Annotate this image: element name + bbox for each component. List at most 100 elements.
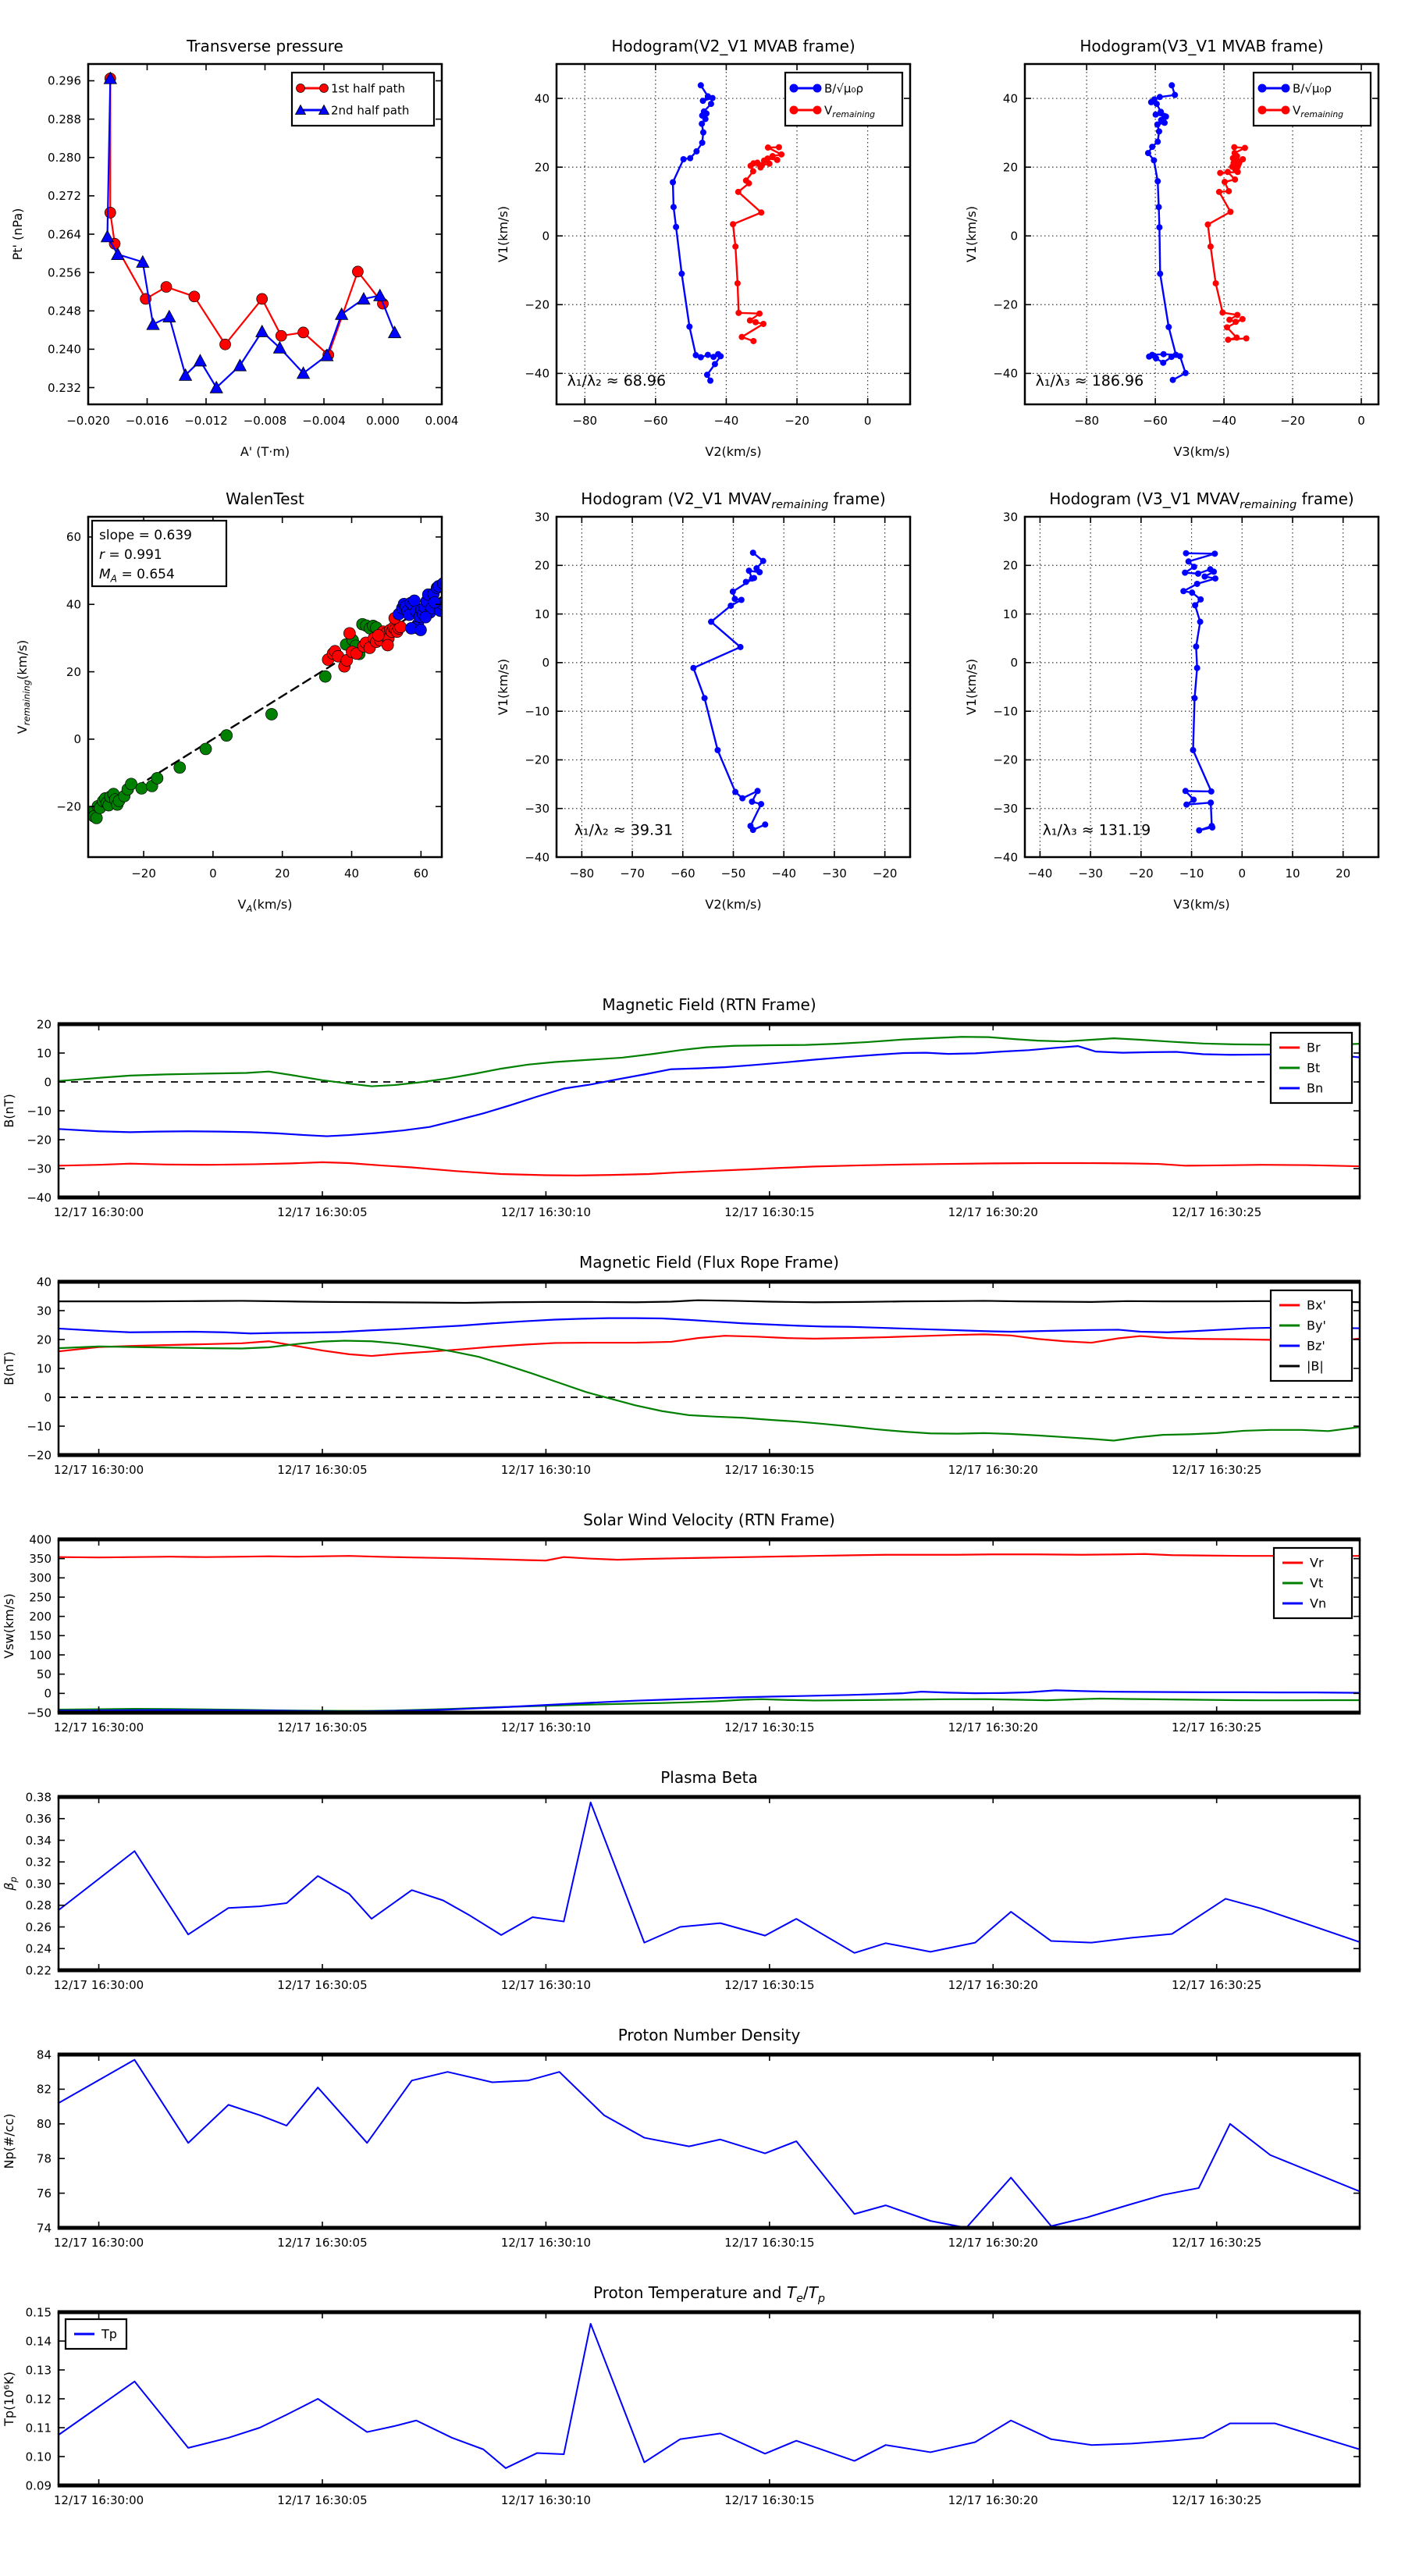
svg-text:−50: −50 bbox=[27, 1706, 52, 1720]
svg-text:12/17 16:30:05: 12/17 16:30:05 bbox=[277, 1720, 367, 1735]
svg-text:0.28: 0.28 bbox=[26, 1898, 52, 1912]
svg-text:12/17 16:30:00: 12/17 16:30:00 bbox=[54, 1720, 144, 1735]
svg-text:0.11: 0.11 bbox=[26, 2421, 52, 2435]
proton-temperature-title: Proton Temperature and Te/Tp bbox=[593, 2283, 825, 2305]
svg-text:12/17 16:30:05: 12/17 16:30:05 bbox=[277, 2493, 367, 2507]
transverse-pressure-ylabel: Pt' (nPa) bbox=[10, 208, 25, 261]
svg-text:0.32: 0.32 bbox=[26, 1856, 52, 1870]
svg-text:20: 20 bbox=[535, 559, 550, 573]
svg-text:−20: −20 bbox=[873, 866, 898, 881]
svg-text:0.280: 0.280 bbox=[48, 151, 81, 165]
hodogram-v2v1-mvav-title: Hodogram (V2_V1 MVAVremaining frame) bbox=[581, 489, 885, 511]
svg-text:12/17 16:30:05: 12/17 16:30:05 bbox=[277, 1205, 367, 1219]
svg-text:0.240: 0.240 bbox=[48, 343, 81, 357]
series-Tp bbox=[59, 2322, 1360, 2469]
svg-text:10: 10 bbox=[37, 1046, 52, 1060]
hodogram-v2v1-mvav-chart: −80 −70 −60 −50 −40 −30 −20 −40 −30 −20 −10 0 10 20 30… bbox=[496, 489, 912, 912]
magnetic-field-flux-rope-legend: Bx' By' Bz' |B| bbox=[1269, 1289, 1353, 1382]
axes-frame bbox=[87, 515, 443, 859]
hodogram-v3v1-mvab-ylabel: V1(km/s) bbox=[964, 206, 979, 262]
axes-frame bbox=[1023, 62, 1380, 406]
hodogram-v3v1-mvav-chart: −40 −30 −20 −10 0 10 20 −40 −30 −20 −10 0 10 20 30 Hodo… bbox=[964, 489, 1380, 912]
svg-text:30: 30 bbox=[1003, 510, 1018, 524]
svg-text:12/17 16:30:25: 12/17 16:30:25 bbox=[1172, 1463, 1261, 1477]
svg-text:12/17 16:30:25: 12/17 16:30:25 bbox=[1172, 2493, 1261, 2507]
series-Bn bbox=[59, 1045, 1360, 1137]
svg-text:300: 300 bbox=[29, 1571, 52, 1585]
svg-text:−20: −20 bbox=[993, 753, 1018, 767]
svg-text:12/17 16:30:25: 12/17 16:30:25 bbox=[1172, 1205, 1261, 1219]
svg-text:12/17 16:30:00: 12/17 16:30:00 bbox=[54, 1978, 144, 1992]
svg-text:Bx': Bx' bbox=[1307, 1298, 1326, 1313]
svg-text:12/17 16:30:00: 12/17 16:30:00 bbox=[54, 1463, 144, 1477]
magnetic-field-flux-rope-title: Magnetic Field (Flux Rope Frame) bbox=[579, 1253, 839, 1272]
svg-text:−80: −80 bbox=[570, 866, 595, 881]
svg-text:20: 20 bbox=[37, 1332, 52, 1347]
walen-test-title: WalenTest bbox=[226, 489, 304, 508]
series-V-hodogram bbox=[1180, 550, 1218, 834]
svg-text:0: 0 bbox=[1357, 414, 1365, 428]
svg-text:Bz': Bz' bbox=[1307, 1339, 1325, 1354]
hodogram-v3v1-mvav-annotation: λ₁/λ₃ ≈ 131.19 bbox=[1043, 822, 1151, 839]
svg-text:84: 84 bbox=[37, 2048, 52, 2062]
svg-text:0.004: 0.004 bbox=[425, 414, 459, 428]
svg-text:−30: −30 bbox=[525, 802, 550, 816]
svg-text:0.272: 0.272 bbox=[48, 189, 81, 203]
grid bbox=[557, 516, 910, 858]
svg-text:−80: −80 bbox=[1074, 414, 1099, 428]
svg-text:12/17 16:30:10: 12/17 16:30:10 bbox=[501, 1720, 591, 1735]
tick-labels: −80 −60 −40 −20 0 −40 −20 0 20 40 bbox=[993, 64, 1378, 428]
svg-text:200: 200 bbox=[29, 1610, 52, 1624]
hodogram-v3v1-mvav-xlabel: V3(km/s) bbox=[1173, 897, 1229, 912]
svg-text:12/17 16:30:05: 12/17 16:30:05 bbox=[277, 2236, 367, 2250]
svg-text:0: 0 bbox=[73, 732, 81, 746]
svg-text:0.22: 0.22 bbox=[26, 1963, 52, 1977]
series-scatter-red bbox=[322, 612, 407, 673]
proton-number-density-ylabel: Np(#/cc) bbox=[2, 2114, 16, 2169]
svg-text:0: 0 bbox=[44, 1075, 52, 1089]
svg-text:0.000: 0.000 bbox=[366, 414, 400, 428]
svg-text:0.296: 0.296 bbox=[48, 74, 81, 88]
tick-labels: −0.020 −0.016 −0.012 −0.008 −0.004 0.000 0.004… bbox=[48, 64, 458, 428]
axes-frame bbox=[57, 1795, 1361, 1973]
svg-text:12/17 16:30:00: 12/17 16:30:00 bbox=[54, 2493, 144, 2507]
walen-test-stats-box: slope = 0.639 r = 0.991 MA = 0.654 bbox=[91, 519, 228, 588]
svg-text:−50: −50 bbox=[721, 866, 746, 881]
svg-text:−0.008: −0.008 bbox=[244, 414, 287, 428]
svg-text:78: 78 bbox=[37, 2151, 52, 2165]
svg-text:12/17 16:30:05: 12/17 16:30:05 bbox=[277, 1978, 367, 1992]
solar-wind-velocity-rtn-ylabel: Vsw(km/s) bbox=[2, 1593, 16, 1658]
hodogram-v2v1-mvab-chart: −80 −60 −40 −20 0 −40 −20 0 20 40 Hodogram(V2_V1 M… bbox=[496, 37, 912, 459]
svg-text:Vremaining: Vremaining bbox=[1293, 103, 1343, 119]
solar-wind-velocity-rtn-legend: Vr Vt Vn bbox=[1272, 1546, 1353, 1620]
hodogram-v3v1-mvab-legend: B/√μ₀ρ Vremaining bbox=[1252, 71, 1372, 127]
svg-text:50: 50 bbox=[37, 1667, 52, 1681]
svg-text:−30: −30 bbox=[1078, 866, 1103, 881]
series-beta-p bbox=[59, 1801, 1360, 1954]
tick-labels: 12/17 16:30:00 12/17 16:30:05 12/17 16:30:… bbox=[27, 1017, 1360, 1219]
svg-text:20: 20 bbox=[535, 160, 550, 174]
tick-labels: −80 −60 −40 −20 0 −40 −20 0 20 40 bbox=[525, 64, 910, 428]
plasma-beta-chart: 12/17 16:30:00 12/17 16:30:05 12/17 16:30:… bbox=[2, 1768, 1361, 1992]
svg-text:−20: −20 bbox=[1280, 414, 1305, 428]
svg-text:−40: −40 bbox=[1211, 414, 1236, 428]
svg-text:0: 0 bbox=[864, 414, 872, 428]
svg-text:−20: −20 bbox=[56, 799, 81, 813]
svg-text:0.288: 0.288 bbox=[48, 112, 81, 126]
hodogram-v2v1-mvab-legend: B/√μ₀ρ Vremaining bbox=[784, 71, 904, 127]
svg-text:0: 0 bbox=[44, 1687, 52, 1701]
svg-text:B/√μ₀ρ: B/√μ₀ρ bbox=[1293, 81, 1332, 95]
svg-text:400: 400 bbox=[29, 1532, 52, 1546]
series-B-magnitude bbox=[59, 1299, 1360, 1304]
svg-text:Vremaining: Vremaining bbox=[824, 103, 875, 119]
svg-text:0: 0 bbox=[1238, 866, 1246, 881]
svg-text:12/17 16:30:25: 12/17 16:30:25 bbox=[1172, 2236, 1261, 2250]
svg-text:0.09: 0.09 bbox=[26, 2478, 52, 2492]
hodogram-v2v1-mvav-xlabel: V2(km/s) bbox=[705, 897, 761, 912]
svg-text:Vn: Vn bbox=[1310, 1596, 1326, 1611]
hodogram-v2v1-mvav-ylabel: V1(km/s) bbox=[496, 659, 510, 715]
svg-text:12/17 16:30:10: 12/17 16:30:10 bbox=[501, 1978, 591, 1992]
svg-text:−40: −40 bbox=[714, 414, 739, 428]
svg-text:100: 100 bbox=[29, 1648, 52, 1662]
